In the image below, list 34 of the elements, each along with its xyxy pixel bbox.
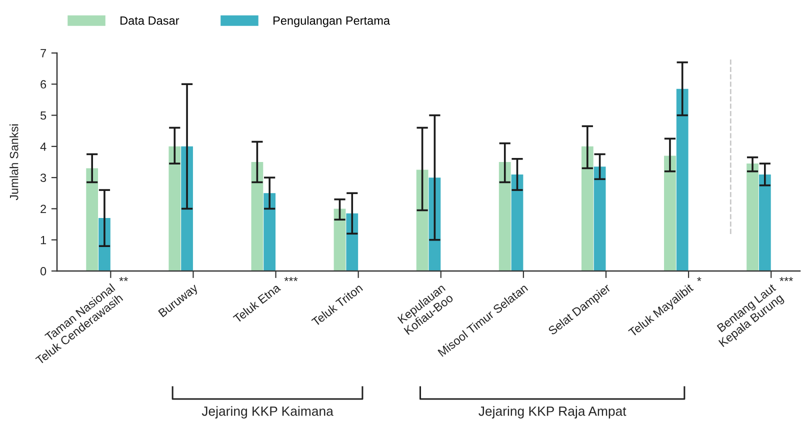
y-tick-label: 4 <box>40 142 46 151</box>
y-tick-label: 7 <box>40 49 46 58</box>
text: Jejaring KKP Kaimana <box>202 406 334 418</box>
bar <box>746 164 758 271</box>
bar <box>664 156 676 271</box>
bar <box>676 88 688 271</box>
y-tick-label: 0 <box>40 267 46 276</box>
y-tick-label: 1 <box>40 236 46 244</box>
text: * <box>697 276 702 282</box>
bar <box>416 170 428 271</box>
y-tick-label: 3 <box>40 174 46 182</box>
bar <box>498 162 511 271</box>
bar <box>251 162 264 271</box>
text: Jejaring KKP Raja Ampat <box>478 406 626 418</box>
bar <box>594 166 606 271</box>
bar <box>86 168 98 271</box>
bar <box>181 146 193 271</box>
y-axis-title: Jumlah Sanksi <box>10 124 18 200</box>
bar <box>758 174 771 271</box>
text: *** <box>780 276 794 282</box>
bar <box>511 174 524 271</box>
legend-label: Pengulangan Pertama <box>274 16 390 28</box>
text: ** <box>119 276 128 282</box>
y-tick-label: 5 <box>40 111 46 120</box>
legend-label: Data Dasar <box>120 16 180 25</box>
bar <box>346 213 358 271</box>
bar <box>581 146 594 271</box>
bar <box>334 208 346 271</box>
bar <box>168 146 181 271</box>
text: *** <box>284 276 298 282</box>
y-tick-label: 6 <box>40 80 46 89</box>
x-tick-label: Teluk Etna <box>232 282 282 324</box>
bar <box>264 193 276 271</box>
y-tick-label: 2 <box>40 204 46 213</box>
